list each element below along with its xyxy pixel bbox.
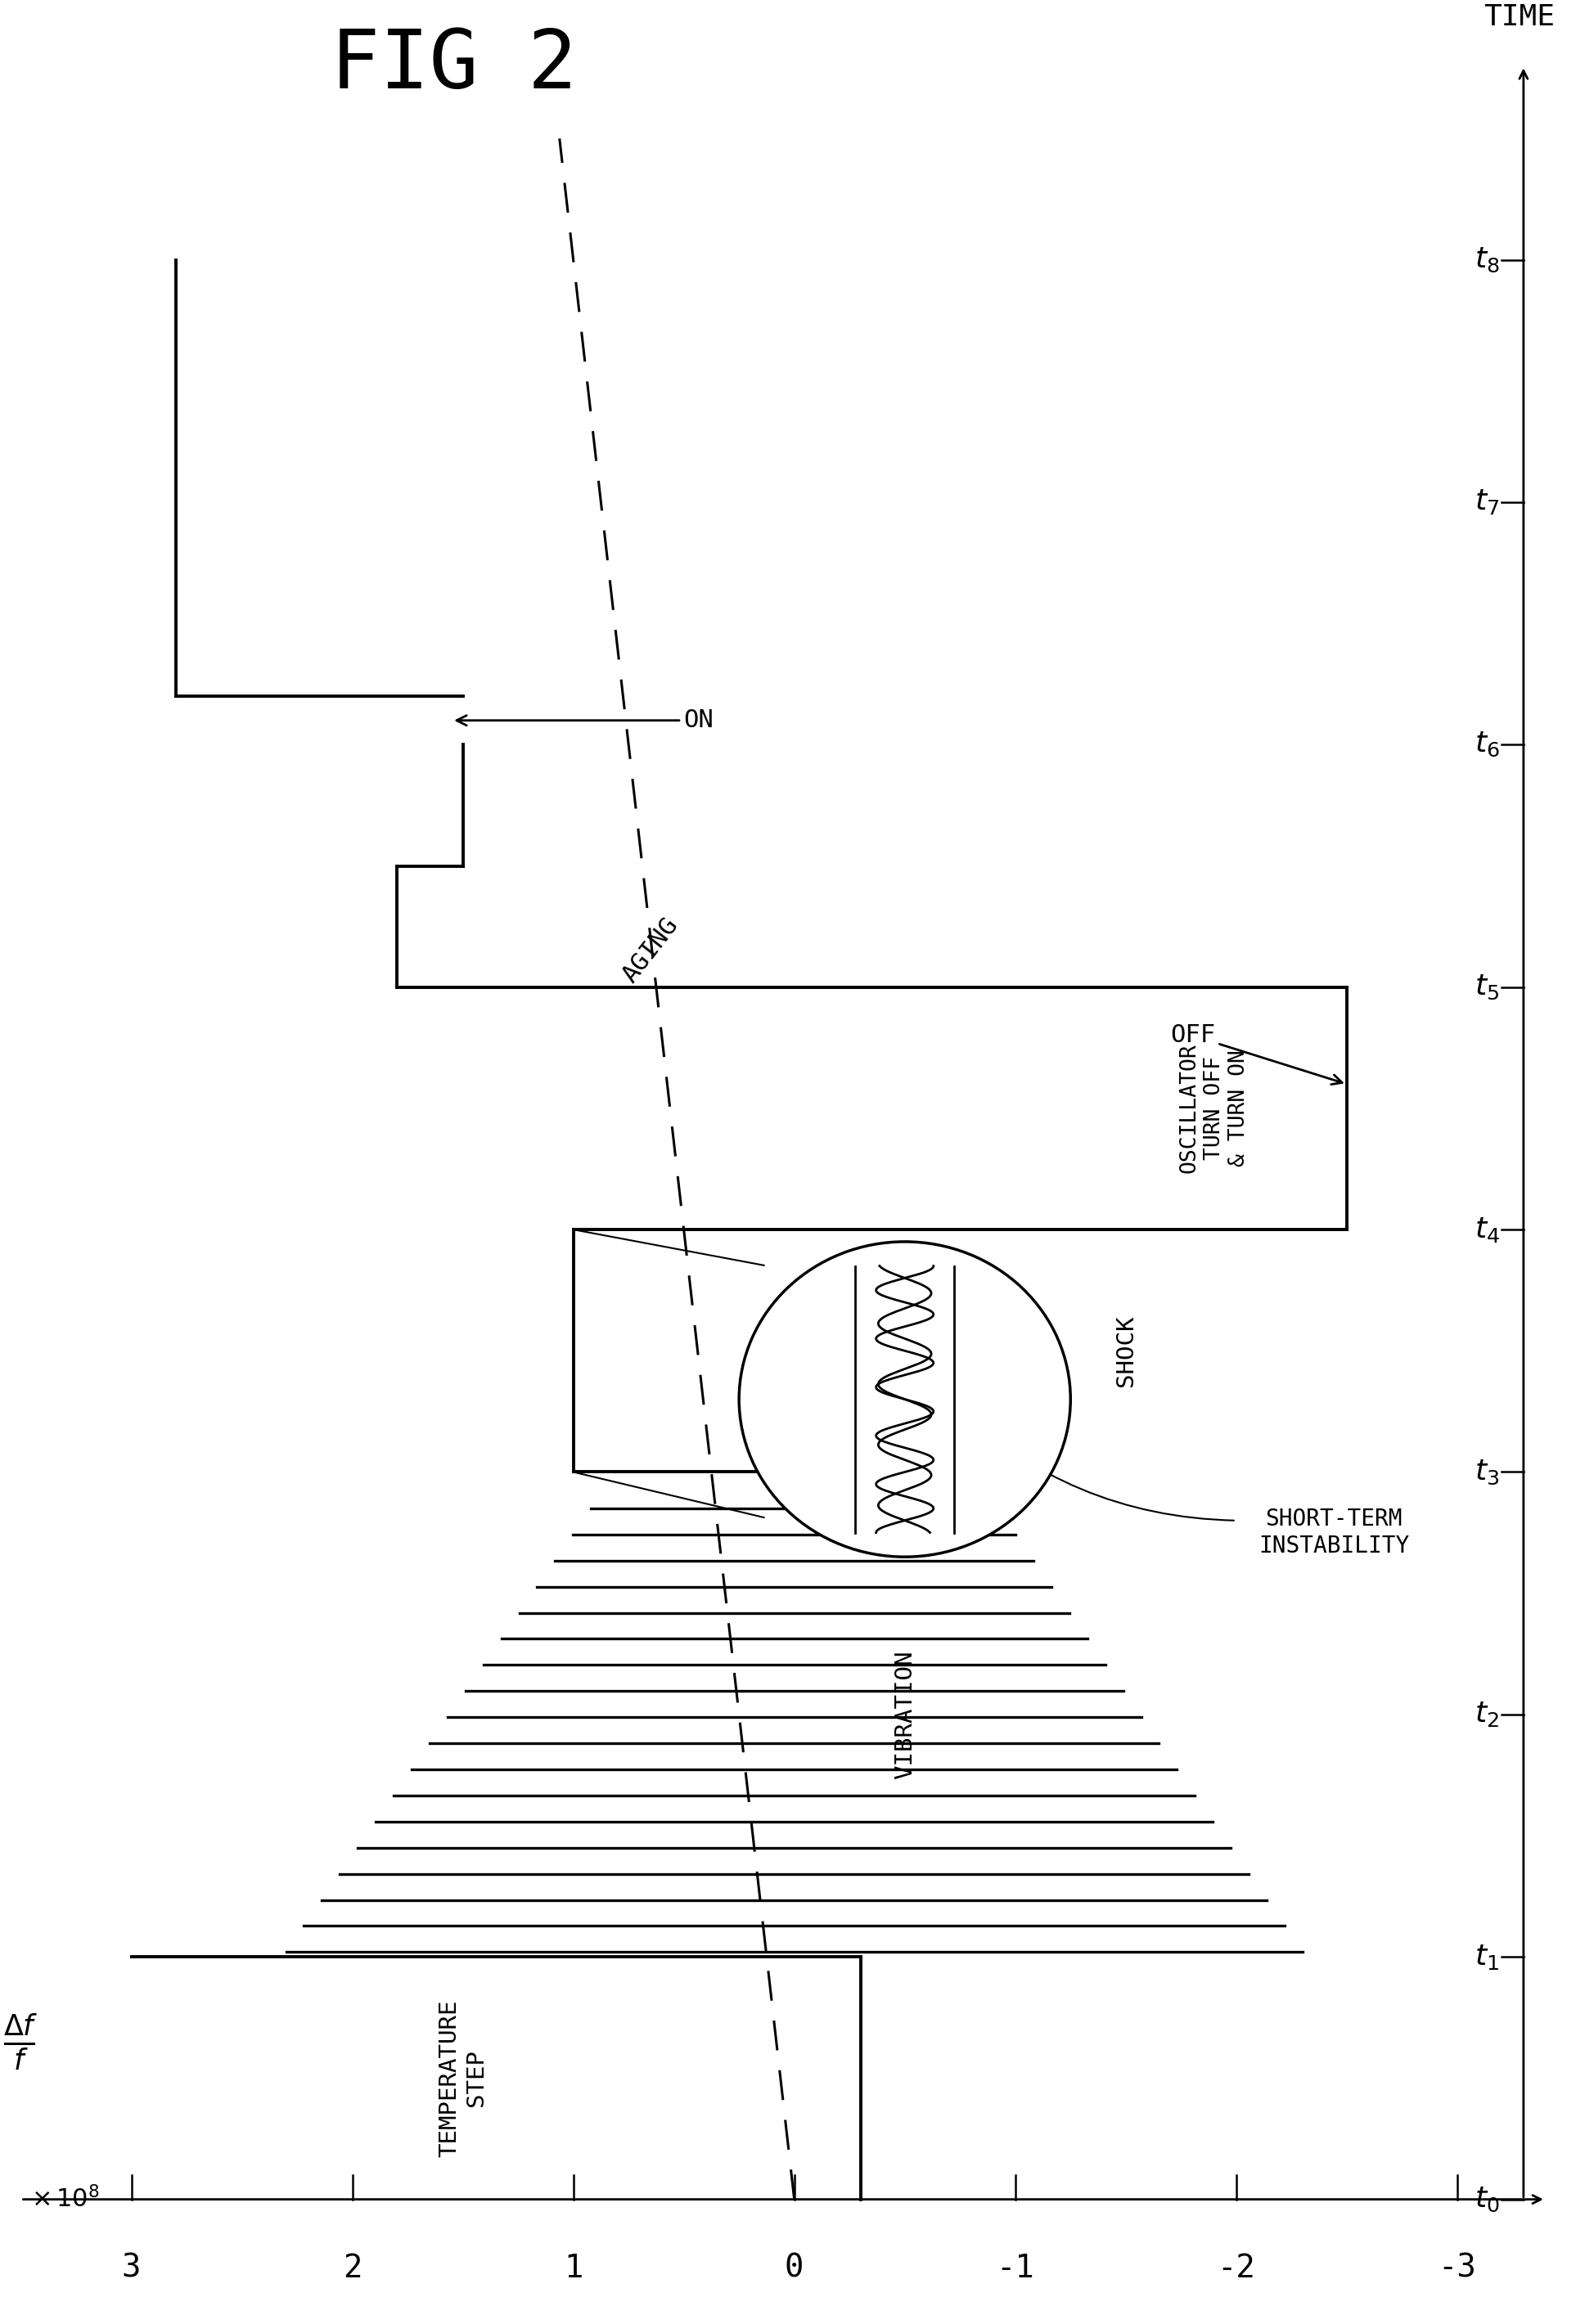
Text: 0: 0 [785, 2252, 804, 2284]
Text: SHORT-TERM
INSTABILITY: SHORT-TERM INSTABILITY [1258, 1508, 1409, 1557]
Text: ON: ON [457, 709, 714, 732]
Text: OFF: OFF [1169, 1025, 1343, 1085]
Text: SHOCK: SHOCK [1114, 1315, 1138, 1387]
Text: $\times\,10^8$: $\times\,10^8$ [32, 2187, 99, 2212]
Text: $t_6$: $t_6$ [1475, 730, 1500, 758]
Text: $t_3$: $t_3$ [1475, 1457, 1500, 1485]
Text: FIG 2: FIG 2 [331, 26, 577, 107]
Ellipse shape [739, 1241, 1070, 1557]
Text: TEMPERATURE
STEP: TEMPERATURE STEP [438, 1999, 487, 2157]
Text: -3: -3 [1437, 2252, 1477, 2284]
Text: $t_0$: $t_0$ [1475, 2185, 1500, 2212]
Text: $t_2$: $t_2$ [1475, 1701, 1499, 1729]
Text: AGING: AGING [618, 913, 682, 988]
Text: VIBRATION: VIBRATION [894, 1650, 916, 1778]
Text: $t_1$: $t_1$ [1475, 1943, 1499, 1971]
Text: $\frac{\Delta f}{f}$: $\frac{\Delta f}{f}$ [3, 2013, 38, 2073]
Text: $t_5$: $t_5$ [1475, 974, 1499, 1002]
Text: -1: -1 [996, 2252, 1034, 2284]
Text: OSCILLATOR
TURN OFF
& TURN ON: OSCILLATOR TURN OFF & TURN ON [1179, 1043, 1250, 1174]
Text: 2: 2 [342, 2252, 362, 2284]
Text: 1: 1 [564, 2252, 583, 2284]
Text: -2: -2 [1217, 2252, 1256, 2284]
Text: $t_7$: $t_7$ [1475, 488, 1500, 516]
Text: TIME: TIME [1483, 2, 1556, 30]
Text: 3: 3 [121, 2252, 140, 2284]
Text: $t_4$: $t_4$ [1475, 1215, 1500, 1243]
Text: $t_8$: $t_8$ [1475, 246, 1500, 274]
